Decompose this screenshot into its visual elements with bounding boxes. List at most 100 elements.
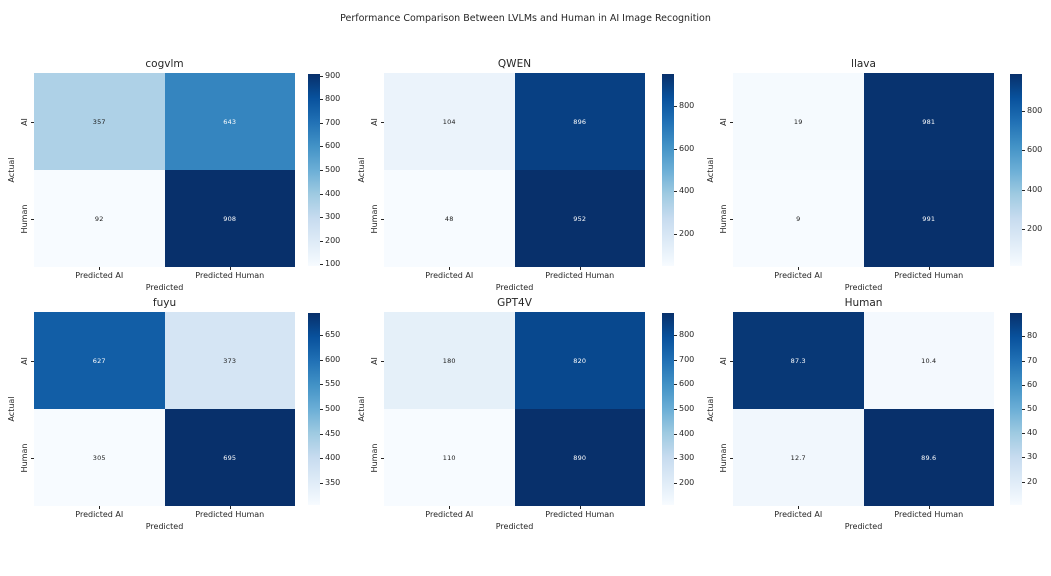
heatmap: 19 981 9 991 [733, 73, 994, 267]
heatmap-cell: 87.3 [733, 312, 864, 409]
y-tick-mark [381, 360, 384, 362]
heatmap-cell: 695 [164, 409, 295, 506]
colorbar-tick-label: 200 [679, 228, 695, 238]
colorbar-tick-mark [320, 240, 323, 242]
colorbar-tick-label: 300 [325, 212, 341, 222]
y-tick-label: Human [370, 204, 379, 233]
y-tick-label: AI [20, 356, 29, 365]
y-tick-mark [381, 121, 384, 123]
x-axis-label: Predicted [495, 283, 534, 292]
colorbar-tick-mark [320, 217, 323, 219]
heatmap: 180 820 110 890 [384, 312, 645, 506]
colorbar-tick-mark [674, 458, 677, 460]
x-tick-mark [449, 506, 451, 509]
colorbar [662, 74, 674, 266]
colorbar-tick-mark [674, 106, 677, 108]
heatmap-cell: 10.4 [863, 312, 994, 409]
colorbar-tick-label: 550 [325, 379, 341, 389]
colorbar [308, 74, 320, 266]
y-axis-label: Actual [706, 157, 715, 183]
heatmap-cell: 9 [733, 170, 864, 267]
y-tick-label: Human [20, 443, 29, 472]
x-tick-mark [99, 267, 101, 270]
y-tick-mark [31, 360, 34, 362]
heatmap-cell: 357 [34, 73, 165, 170]
colorbar-tick-mark [1022, 433, 1025, 435]
y-axis-label: Actual [357, 396, 366, 422]
y-tick-mark [31, 121, 34, 123]
x-tick-label: Predicted Human [195, 271, 265, 280]
colorbar-tick-mark [320, 75, 323, 77]
colorbar-tick-mark [1022, 111, 1025, 113]
x-tick-mark [928, 267, 930, 270]
colorbar-tick-label: 600 [325, 141, 341, 151]
colorbar-tick-mark [1022, 481, 1025, 483]
x-tick-mark [928, 506, 930, 509]
colorbar-tick-mark [320, 122, 323, 124]
colorbar-tick-label: 30 [1027, 452, 1038, 462]
x-tick-mark [798, 506, 800, 509]
x-tick-label: Predicted AI [425, 510, 474, 519]
colorbar-tick-mark [1022, 360, 1025, 362]
colorbar-tick-mark [320, 170, 323, 171]
colorbar-tick-mark [674, 359, 677, 361]
colorbar-tick-label: 500 [325, 165, 341, 174]
colorbar-tick-mark [674, 191, 677, 193]
colorbar-tick-mark [674, 335, 677, 337]
y-tick-mark [730, 457, 733, 459]
colorbar-tick-mark [1022, 189, 1025, 191]
figure-title: Performance Comparison Between LVLMs and… [340, 13, 711, 24]
panel-title: fuyu [152, 297, 177, 309]
colorbar [1010, 313, 1022, 505]
colorbar-tick-label: 800 [325, 94, 341, 104]
colorbar-tick-label: 600 [325, 354, 341, 364]
y-tick-label: AI [719, 117, 728, 126]
heatmap-cell: 643 [164, 73, 295, 170]
colorbar-tick-mark [320, 409, 323, 410]
colorbar-tick-label: 300 [679, 453, 695, 463]
y-tick-mark [31, 457, 34, 459]
heatmap: 87.3 10.4 12.7 89.6 [733, 312, 994, 506]
x-axis-label: Predicted [145, 283, 184, 292]
colorbar-tick-label: 400 [679, 186, 695, 196]
heatmap-cell: 92 [34, 170, 165, 267]
heatmap: 627 373 305 695 [34, 312, 295, 506]
heatmap-cell: 981 [863, 73, 994, 170]
colorbar-tick-label: 800 [679, 101, 695, 111]
heatmap-cell: 305 [34, 409, 165, 506]
colorbar-tick-mark [320, 359, 323, 361]
colorbar-tick-mark [674, 148, 677, 150]
colorbar-tick-label: 900 [325, 70, 341, 80]
panel-title: QWEN [497, 58, 532, 70]
colorbar-tick-label: 200 [325, 235, 341, 245]
colorbar-tick-mark [674, 409, 677, 410]
x-axis-label: Predicted [844, 522, 883, 531]
y-tick-label: AI [20, 117, 29, 126]
colorbar-tick-label: 60 [1027, 379, 1038, 389]
x-tick-label: Predicted Human [545, 271, 615, 280]
x-axis-label: Predicted [495, 522, 534, 531]
heatmap-cell: 952 [514, 170, 645, 267]
colorbar-tick-mark [320, 264, 323, 266]
heatmap: 104 896 48 952 [384, 73, 645, 267]
y-tick-mark [381, 218, 384, 220]
x-tick-mark [99, 506, 101, 509]
colorbar-tick-mark [674, 233, 677, 235]
colorbar-tick-mark [674, 384, 677, 386]
colorbar [308, 313, 320, 505]
colorbar-tick-mark [1022, 228, 1025, 230]
colorbar-tick-label: 70 [1027, 355, 1038, 365]
colorbar-tick-mark [320, 384, 323, 386]
x-tick-label: Predicted AI [774, 271, 823, 280]
panel-title: llava [851, 58, 876, 70]
colorbar-tick-label: 400 [679, 428, 695, 438]
colorbar-tick-mark [320, 458, 323, 460]
colorbar-tick-label: 20 [1027, 476, 1038, 486]
colorbar-tick-label: 40 [1027, 428, 1038, 438]
y-tick-mark [730, 360, 733, 362]
heatmap-cell: 896 [514, 73, 645, 170]
x-tick-label: Predicted AI [425, 271, 474, 280]
heatmap-cell: 890 [514, 409, 645, 506]
colorbar-tick-mark [1022, 457, 1025, 459]
heatmap-cell: 820 [514, 312, 645, 409]
